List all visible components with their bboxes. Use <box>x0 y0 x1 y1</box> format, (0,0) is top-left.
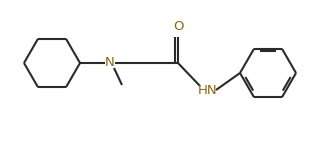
Text: HN: HN <box>198 84 218 97</box>
Text: N: N <box>105 57 115 69</box>
Text: O: O <box>173 20 183 33</box>
